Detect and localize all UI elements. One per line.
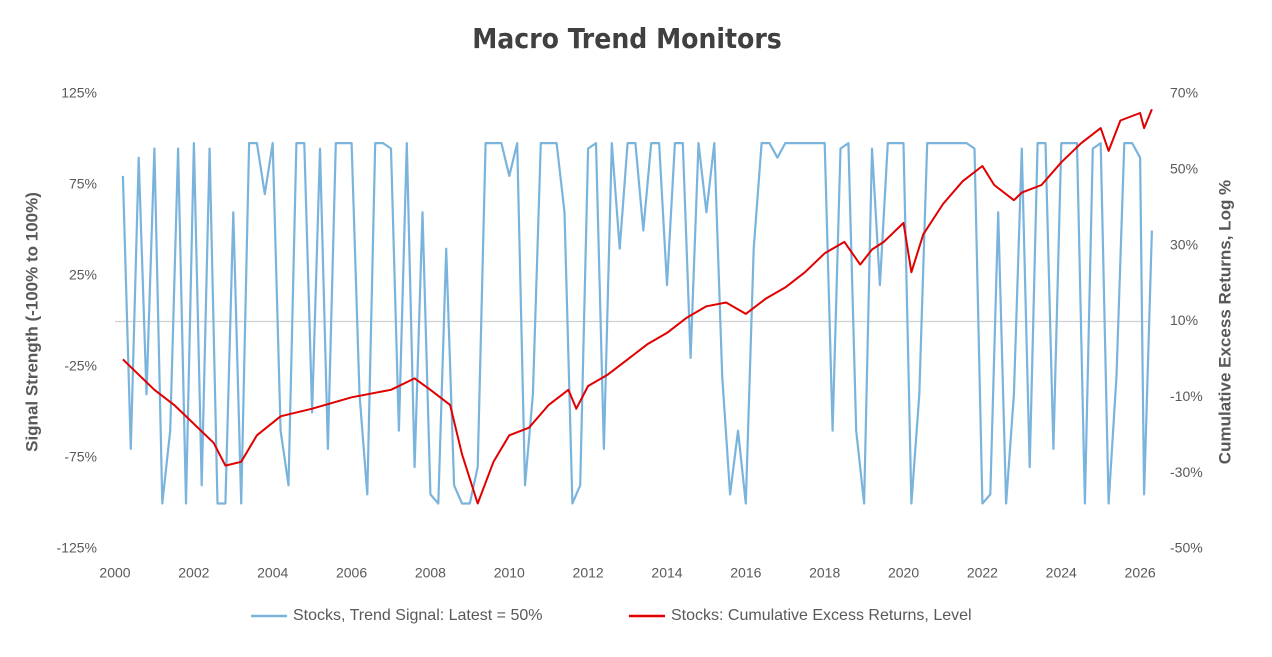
x-tick-label: 2014 [651, 565, 682, 581]
x-tick-label: 2012 [573, 565, 604, 581]
y2-tick-label: -50% [1170, 540, 1203, 556]
x-tick-label: 2002 [178, 565, 209, 581]
y2-tick-label: 10% [1170, 312, 1198, 328]
y-tick-label: -125% [57, 540, 97, 556]
x-tick-label: 2022 [967, 565, 998, 581]
x-tick-label: 2024 [1046, 565, 1077, 581]
x-tick-label: 2026 [1125, 565, 1156, 581]
x-tick-label: 2008 [415, 565, 446, 581]
y2-axis-title: Cumulative Excess Returns, Log % [1215, 180, 1234, 464]
x-tick-label: 2016 [730, 565, 761, 581]
x-tick-label: 2006 [336, 565, 367, 581]
y2-tick-label: 50% [1170, 161, 1198, 177]
y-tick-label: -25% [64, 358, 97, 374]
x-tick-label: 2018 [809, 565, 840, 581]
y-tick-label: -75% [64, 449, 97, 465]
y2-tick-label: -30% [1170, 464, 1203, 480]
series-line [121, 142, 1153, 505]
x-tick-label: 2010 [494, 565, 525, 581]
y2-tick-label: 70% [1170, 85, 1198, 101]
series-line [122, 108, 1153, 505]
y-tick-label: 125% [61, 85, 97, 101]
chart-title: Macro Trend Monitors [472, 22, 782, 55]
y-tick-label: 25% [69, 267, 97, 283]
y2-tick-label: -10% [1170, 388, 1203, 404]
legend-label: Stocks: Cumulative Excess Returns, Level [671, 607, 972, 624]
x-tick-label: 2000 [99, 565, 130, 581]
y-tick-label: 75% [69, 176, 97, 192]
y-axis-title: Signal Strength (-100% to 100%) [22, 192, 41, 452]
y2-tick-label: 30% [1170, 236, 1198, 252]
x-tick-label: 2004 [257, 565, 288, 581]
legend-label: Stocks, Trend Signal: Latest = 50% [293, 607, 542, 624]
x-tick-label: 2020 [888, 565, 919, 581]
